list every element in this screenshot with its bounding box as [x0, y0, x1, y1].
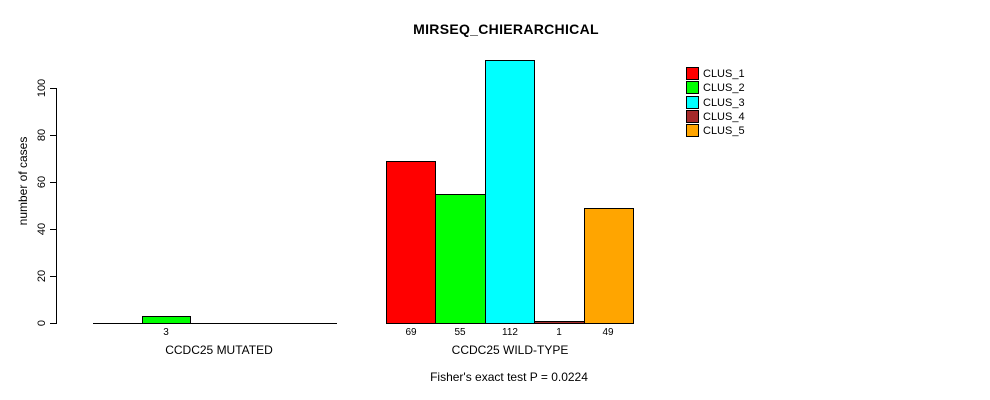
legend-label: CLUS_3 [703, 96, 745, 109]
chart-title: MIRSEQ_CHIERARCHICAL [413, 21, 599, 37]
bar-clus_3-group1 [485, 60, 535, 324]
group-label-wildtype: CCDC25 WILD-TYPE [451, 343, 569, 357]
legend-item-clus_2: CLUS_2 [686, 81, 766, 94]
legend-label: CLUS_2 [703, 81, 745, 94]
y-tick-mark [50, 182, 56, 183]
bar-value-label: 49 [602, 327, 614, 338]
legend-swatch-clus_3 [686, 96, 699, 109]
legend-item-clus_3: CLUS_3 [686, 96, 766, 109]
y-axis-label: number of cases [16, 136, 30, 226]
legend-label: CLUS_1 [703, 67, 745, 80]
legend-label: CLUS_5 [703, 124, 745, 137]
legend-item-clus_4: CLUS_4 [686, 110, 766, 123]
y-tick-label: 80 [36, 128, 48, 142]
legend-item-clus_5: CLUS_5 [686, 124, 766, 137]
y-tick-mark [50, 229, 56, 230]
y-tick-label: 100 [36, 78, 48, 98]
x-baseline [93, 323, 337, 324]
legend-swatch-clus_4 [686, 110, 699, 123]
y-tick-mark [50, 88, 56, 89]
bar-value-label: 1 [556, 327, 562, 338]
group-label-mutated: CCDC25 MUTATED [165, 343, 273, 357]
bar-value-label: 112 [502, 327, 518, 338]
bar-clus_2-group1 [435, 194, 486, 324]
bar-clus_5-group1 [584, 208, 634, 324]
y-axis-line [56, 88, 57, 324]
y-tick-mark [50, 135, 56, 136]
bar-clus_1-group1 [386, 161, 436, 324]
y-tick-label: 0 [36, 319, 48, 327]
bar-value-label: 55 [454, 327, 466, 338]
y-tick-mark [50, 323, 56, 324]
bar-value-label: 69 [405, 327, 417, 338]
y-tick-label: 40 [36, 222, 48, 236]
y-tick-label: 20 [36, 269, 48, 283]
legend-item-clus_1: CLUS_1 [686, 67, 766, 80]
y-tick-mark [50, 276, 56, 277]
legend-swatch-clus_1 [686, 67, 699, 80]
bar-clus_4-group1 [534, 321, 585, 324]
fisher-test-footnote: Fisher's exact test P = 0.0224 [430, 370, 588, 384]
y-tick-label: 60 [36, 175, 48, 189]
bar-value-label: 3 [163, 327, 169, 338]
legend-label: CLUS_4 [703, 110, 745, 123]
legend-swatch-clus_2 [686, 81, 699, 94]
bar-clus_2-group0 [142, 316, 191, 324]
legend-swatch-clus_5 [686, 124, 699, 137]
